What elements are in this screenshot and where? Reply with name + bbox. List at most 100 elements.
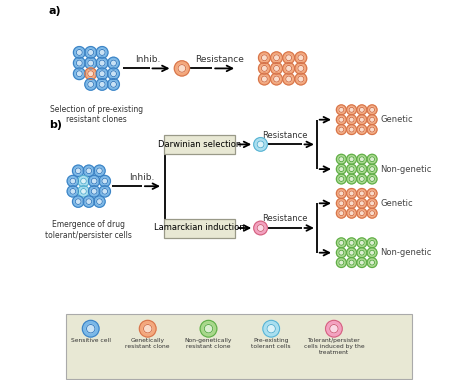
Circle shape	[261, 76, 267, 82]
Circle shape	[337, 125, 346, 135]
Text: Non-genetic: Non-genetic	[380, 248, 432, 257]
Circle shape	[85, 47, 97, 59]
Circle shape	[359, 157, 365, 162]
Circle shape	[75, 168, 81, 174]
Circle shape	[70, 188, 76, 194]
Circle shape	[286, 55, 292, 61]
Circle shape	[85, 68, 97, 80]
Circle shape	[99, 186, 110, 197]
Circle shape	[337, 238, 346, 248]
Circle shape	[370, 107, 374, 112]
Circle shape	[349, 241, 354, 245]
Text: Resistance: Resistance	[195, 55, 244, 64]
Circle shape	[267, 325, 275, 333]
Circle shape	[83, 165, 94, 176]
Circle shape	[370, 127, 374, 132]
Circle shape	[367, 174, 377, 184]
Circle shape	[339, 250, 344, 255]
Circle shape	[178, 65, 186, 72]
Circle shape	[367, 188, 377, 198]
Circle shape	[273, 65, 280, 71]
Circle shape	[359, 260, 365, 265]
Circle shape	[88, 71, 94, 77]
Circle shape	[298, 55, 304, 61]
Circle shape	[339, 241, 344, 245]
FancyBboxPatch shape	[66, 314, 412, 379]
Circle shape	[330, 325, 338, 333]
Circle shape	[337, 198, 346, 208]
Circle shape	[254, 138, 267, 151]
Circle shape	[346, 115, 356, 125]
Circle shape	[102, 178, 108, 184]
Circle shape	[359, 241, 365, 245]
Circle shape	[357, 154, 367, 164]
Circle shape	[357, 174, 367, 184]
Circle shape	[283, 52, 294, 64]
Circle shape	[370, 157, 374, 162]
Circle shape	[139, 320, 156, 337]
Circle shape	[83, 196, 94, 207]
Circle shape	[346, 125, 356, 135]
Circle shape	[86, 168, 91, 174]
Circle shape	[94, 165, 105, 176]
Circle shape	[337, 164, 346, 174]
Circle shape	[89, 186, 100, 197]
Circle shape	[271, 62, 283, 74]
Circle shape	[85, 79, 97, 90]
Circle shape	[339, 260, 344, 265]
Circle shape	[359, 127, 365, 132]
Text: b): b)	[49, 120, 62, 130]
Circle shape	[349, 107, 354, 112]
Circle shape	[263, 320, 280, 337]
Circle shape	[286, 65, 292, 71]
Circle shape	[99, 176, 110, 187]
Circle shape	[88, 49, 94, 55]
Circle shape	[346, 208, 356, 218]
Circle shape	[359, 117, 365, 122]
Circle shape	[339, 191, 344, 196]
Circle shape	[339, 166, 344, 172]
Circle shape	[349, 250, 354, 255]
Circle shape	[339, 127, 344, 132]
Circle shape	[73, 57, 85, 69]
Circle shape	[346, 238, 356, 248]
Circle shape	[359, 211, 365, 215]
Text: Tolerant/persister
cells induced by the
treatment: Tolerant/persister cells induced by the …	[303, 338, 364, 355]
Text: Inhib.: Inhib.	[135, 55, 160, 64]
Circle shape	[359, 107, 365, 112]
Circle shape	[346, 164, 356, 174]
Circle shape	[349, 176, 354, 182]
Text: Genetic: Genetic	[380, 199, 413, 208]
Circle shape	[73, 68, 85, 80]
Circle shape	[70, 178, 76, 184]
Text: Non-genetic: Non-genetic	[380, 165, 432, 174]
Circle shape	[349, 127, 354, 132]
Circle shape	[367, 238, 377, 248]
Circle shape	[85, 57, 97, 69]
Circle shape	[99, 49, 105, 55]
Circle shape	[367, 164, 377, 174]
Circle shape	[367, 125, 377, 135]
Circle shape	[357, 248, 367, 258]
Circle shape	[359, 176, 365, 182]
Text: a): a)	[49, 6, 62, 16]
Circle shape	[110, 60, 117, 66]
Circle shape	[349, 260, 354, 265]
Circle shape	[357, 105, 367, 115]
Circle shape	[258, 62, 270, 74]
Circle shape	[370, 241, 374, 245]
Circle shape	[261, 55, 267, 61]
Circle shape	[257, 225, 264, 231]
Circle shape	[346, 154, 356, 164]
Circle shape	[349, 191, 354, 196]
Circle shape	[81, 188, 86, 194]
Circle shape	[357, 208, 367, 218]
Circle shape	[337, 258, 346, 268]
Circle shape	[367, 115, 377, 125]
Circle shape	[367, 154, 377, 164]
Circle shape	[110, 71, 117, 77]
Circle shape	[97, 168, 102, 174]
Circle shape	[370, 191, 374, 196]
Circle shape	[367, 208, 377, 218]
Circle shape	[86, 199, 91, 204]
